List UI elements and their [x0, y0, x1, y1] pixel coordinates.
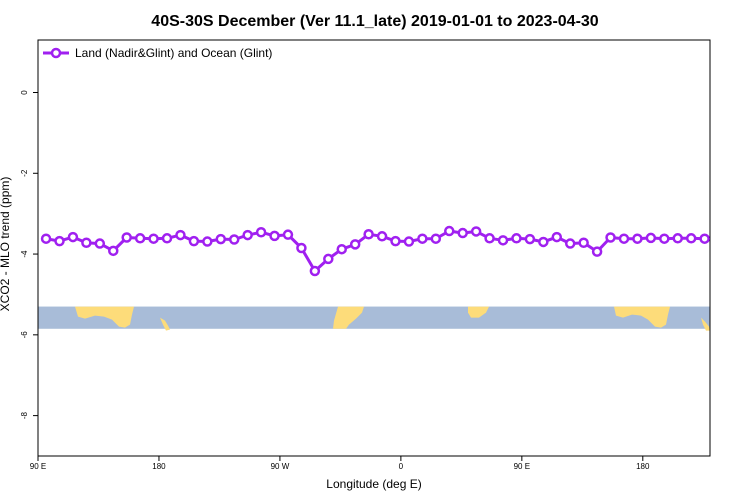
data-point [121, 232, 132, 243]
data-point [699, 233, 710, 244]
data-point [403, 236, 415, 247]
data-point [282, 229, 294, 240]
data-point [672, 233, 683, 244]
legend: Land (Nadir&Glint) and Ocean (Glint) [43, 46, 272, 60]
data-point [564, 238, 576, 249]
data-point [578, 237, 589, 248]
y-tick-label: -8 [20, 412, 29, 420]
data-point [242, 229, 253, 241]
data-point [444, 225, 455, 237]
data-point [417, 233, 428, 244]
data-point [605, 232, 616, 243]
data-point [685, 233, 697, 244]
x-tick-label: 0 [399, 462, 404, 471]
y-tick-label: -6 [20, 331, 29, 339]
data-point [81, 237, 92, 248]
x-axis-label: Longitude (deg E) [326, 477, 421, 491]
data-point [175, 229, 186, 241]
y-axis-label: XCO2 - MLO trend (ppm) [0, 177, 12, 312]
plot-border [37, 39, 711, 457]
data-point [632, 233, 643, 244]
y-tick-label: 0 [20, 90, 29, 95]
ocean-band [38, 306, 710, 329]
data-point [538, 236, 549, 248]
data-point [659, 233, 670, 244]
data-point [269, 230, 280, 242]
data-point [470, 226, 482, 237]
data-point [551, 231, 563, 243]
data-point [618, 233, 630, 244]
y-tick-label: -4 [20, 250, 29, 258]
data-point [484, 233, 495, 244]
data-point [228, 234, 240, 245]
x-tick-label: 90 W [271, 462, 290, 471]
data-point [376, 231, 388, 242]
data-point [645, 232, 657, 244]
data-point [349, 239, 361, 250]
data-point [148, 233, 159, 244]
data-point [134, 233, 146, 244]
land-shape [160, 317, 170, 331]
data-point [323, 253, 334, 265]
land-shape [333, 306, 364, 329]
x-axis: 90 E 180 90 W 0 90 E 180 [30, 456, 650, 471]
legend-marker [50, 47, 62, 59]
chart-title: 40S-30S December (Ver 11.1_late) 2019-01… [151, 13, 599, 30]
land-shape [614, 306, 670, 328]
series-layer [40, 225, 710, 277]
y-axis: 0 -2 -4 -6 -8 [20, 90, 38, 419]
land-shape [701, 317, 710, 331]
data-point [457, 227, 468, 239]
data-point [497, 235, 509, 246]
legend-entry: Land (Nadir&Glint) and Ocean (Glint) [75, 46, 272, 60]
y-tick-label: -2 [20, 169, 29, 177]
land-shape [75, 306, 134, 328]
data-point [430, 233, 442, 244]
x-tick-label: 180 [152, 462, 166, 471]
x-tick-label: 180 [636, 462, 650, 471]
data-point [309, 265, 321, 277]
x-tick-label: 90 E [514, 462, 530, 471]
data-point [54, 235, 65, 247]
data-point [591, 246, 603, 257]
data-point [161, 233, 173, 244]
map-band [38, 306, 710, 331]
data-point [188, 235, 200, 247]
data-point [524, 233, 536, 245]
x-tick-label: 90 E [30, 462, 46, 471]
data-point [296, 242, 307, 254]
data-point [215, 233, 227, 245]
data-point [40, 233, 52, 244]
data-point [94, 238, 106, 249]
data-point [390, 235, 401, 247]
data-point [202, 236, 213, 247]
data-point [363, 229, 374, 240]
plot-frame [37, 39, 711, 457]
data-point [67, 231, 79, 243]
data-point [511, 233, 522, 244]
data-point [108, 245, 119, 257]
data-point [255, 226, 267, 238]
data-point [336, 243, 347, 255]
land-shape [468, 306, 489, 318]
